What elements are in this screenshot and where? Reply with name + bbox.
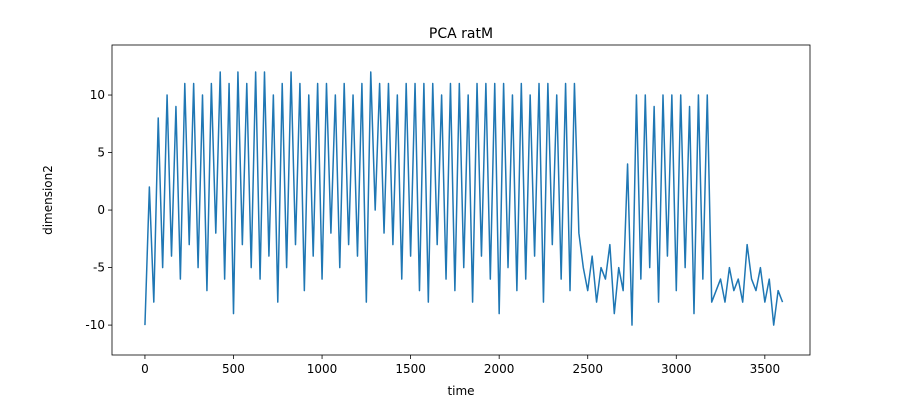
x-tick-label: 3000 bbox=[661, 362, 692, 376]
x-tick-label: 2000 bbox=[484, 362, 515, 376]
plot-frame bbox=[111, 44, 811, 356]
x-tick-label: 1500 bbox=[395, 362, 426, 376]
chart-title: PCA ratM bbox=[429, 26, 493, 42]
data-line bbox=[144, 71, 784, 326]
y-tick-label: -10 bbox=[85, 318, 105, 332]
x-tick-label: 500 bbox=[222, 362, 245, 376]
y-tick-label: -5 bbox=[93, 261, 105, 275]
y-tick-label: 5 bbox=[97, 146, 105, 160]
x-tick-label: 2500 bbox=[572, 362, 603, 376]
x-tick-label: 0 bbox=[141, 362, 149, 376]
x-tick-label: 3500 bbox=[750, 362, 781, 376]
y-tick-label: 0 bbox=[97, 203, 105, 217]
x-axis-label: time bbox=[447, 384, 474, 398]
y-tick-label: 10 bbox=[90, 88, 105, 102]
x-tick-label: 1000 bbox=[307, 362, 338, 376]
y-axis-label: dimension2 bbox=[41, 165, 55, 235]
